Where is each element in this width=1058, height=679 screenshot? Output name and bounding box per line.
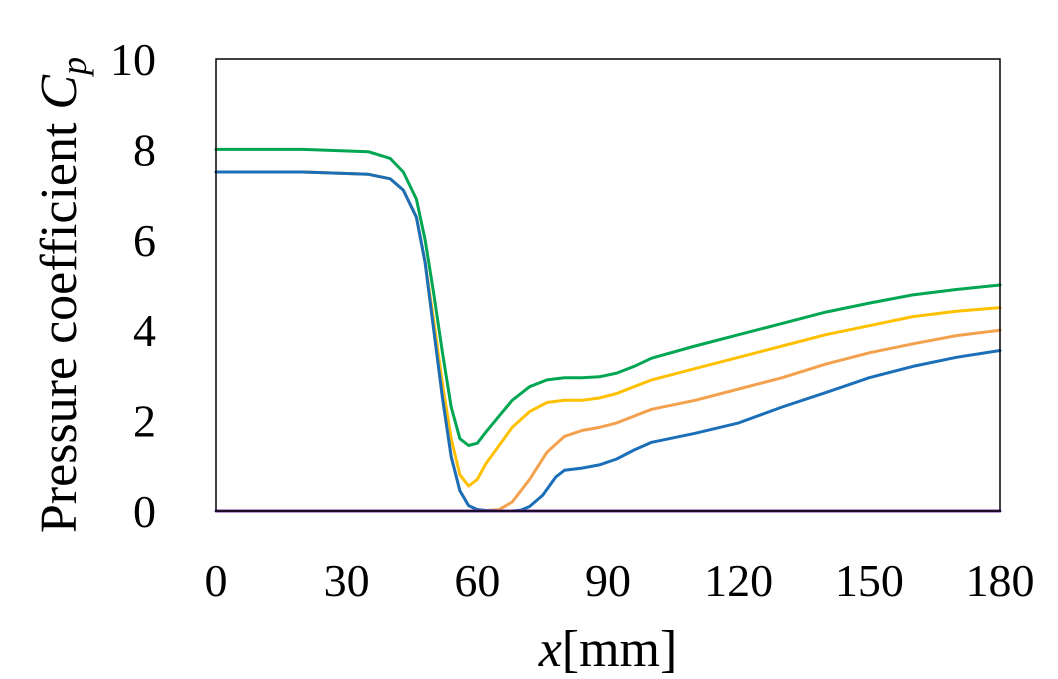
y-tick-label: 10 bbox=[110, 34, 156, 85]
y-tick-label: 2 bbox=[133, 396, 156, 447]
x-tick-label: 150 bbox=[835, 555, 904, 606]
y-axis-sub: p bbox=[54, 57, 94, 78]
x-tick-label: 0 bbox=[205, 555, 228, 606]
y-axis-title: Pressure coefficient Cp bbox=[31, 57, 94, 533]
x-tick-labels: 0 30 60 90 120 150 180 bbox=[205, 555, 1035, 606]
x-axis-var: x bbox=[538, 621, 562, 678]
y-axis-text: Pressure coefficient bbox=[31, 110, 88, 534]
series-line-4 bbox=[214, 170, 1002, 513]
x-tick-label: 60 bbox=[454, 555, 500, 606]
x-tick-label: 120 bbox=[704, 555, 773, 606]
x-tick-label: 180 bbox=[966, 555, 1035, 606]
series-line-3 bbox=[214, 170, 1002, 512]
x-axis-title: x[mm] bbox=[538, 621, 678, 678]
x-axis-unit: [mm] bbox=[562, 621, 678, 678]
plot-frame bbox=[215, 58, 1001, 512]
y-tick-label: 0 bbox=[133, 486, 156, 537]
y-axis-var: C bbox=[31, 74, 88, 110]
series-line-1 bbox=[214, 147, 1002, 447]
y-tick-label: 6 bbox=[133, 215, 156, 266]
y-tick-label: 8 bbox=[133, 124, 156, 175]
y-tick-labels: 0 2 4 6 8 10 bbox=[110, 34, 156, 537]
plot-series bbox=[214, 147, 1002, 513]
y-tick-label: 4 bbox=[133, 305, 156, 356]
series-line-2 bbox=[214, 170, 1002, 488]
x-tick-label: 90 bbox=[585, 555, 631, 606]
x-tick-label: 30 bbox=[324, 555, 370, 606]
